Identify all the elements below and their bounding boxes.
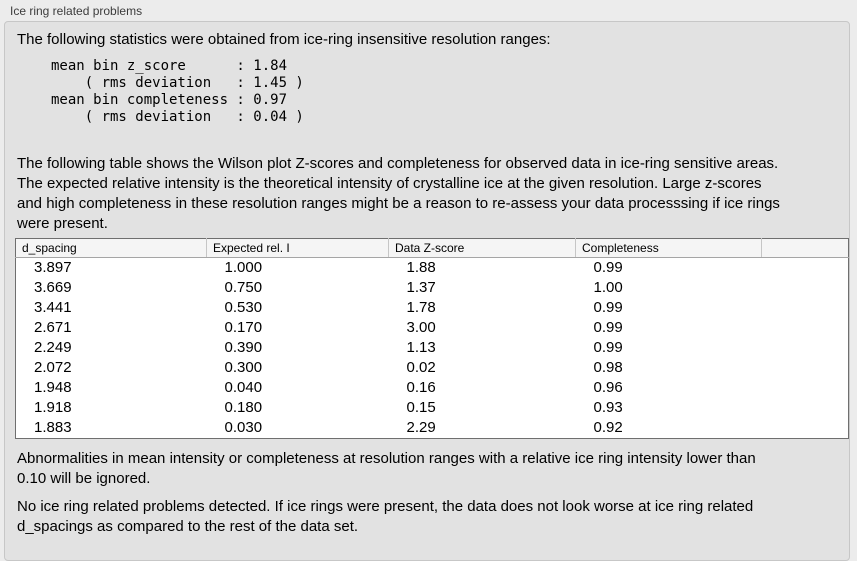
cell-expected-rel-i: 0.530 [224,299,263,316]
cell-completeness: 0.96 [593,379,623,396]
cell-completeness: 0.99 [593,299,623,316]
cell-expected-rel-i: 0.750 [224,279,263,296]
column-header-d-spacing: d_spacing [15,238,207,258]
cell-expected-rel-i: 0.300 [224,359,263,376]
cell-d-spacing: 2.072 [34,359,72,376]
ice-ring-table: d_spacing Expected rel. I Data Z-score C… [15,238,849,439]
table-description-text: The following table shows the Wilson plo… [17,155,780,232]
cell-completeness: 0.99 [593,339,623,356]
stats-intro-text: The following statistics were obtained f… [17,31,551,48]
cell-data-z-score: 1.78 [406,299,436,316]
cell-expected-rel-i: 0.390 [224,339,263,356]
cell-spacer [762,418,849,439]
cell-data-z-score: 3.00 [406,319,436,336]
cell-data-z-score: 0.15 [406,399,436,416]
stats-block: mean bin z_score : 1.84 ( rms deviation … [51,58,304,125]
panel-title: Ice ring related problems [10,4,143,18]
cell-spacer [762,258,849,279]
table-row[interactable]: 3.441 0.530 1.78 0.99 [16,298,849,318]
cell-d-spacing: 1.918 [34,399,72,416]
table-row[interactable]: 3.897 1.000 1.88 0.99 [16,258,849,279]
conclusion-note: No ice ring related problems detected. I… [17,498,754,535]
cell-d-spacing: 3.897 [34,259,72,276]
cell-spacer [762,278,849,298]
cell-data-z-score: 1.13 [406,339,436,356]
cell-d-spacing: 1.883 [34,419,72,436]
table-row[interactable]: 1.883 0.030 2.29 0.92 [16,418,849,439]
ignore-threshold-note: Abnormalities in mean intensity or compl… [17,450,756,487]
column-header-spacer [761,238,849,258]
cell-expected-rel-i: 0.180 [224,399,263,416]
cell-expected-rel-i: 0.170 [224,319,263,336]
cell-data-z-score: 0.16 [406,379,436,396]
cell-spacer [762,338,849,358]
cell-spacer [762,298,849,318]
cell-spacer [762,318,849,338]
cell-data-z-score: 2.29 [406,419,436,436]
cell-d-spacing: 2.671 [34,319,72,336]
cell-completeness: 1.00 [593,279,623,296]
cell-d-spacing: 1.948 [34,379,72,396]
ice-ring-group-box: The following statistics were obtained f… [4,21,850,561]
cell-completeness: 0.93 [593,399,623,416]
cell-d-spacing: 3.441 [34,299,72,316]
cell-d-spacing: 3.669 [34,279,72,296]
column-header-expected-rel-i: Expected rel. I [206,238,389,258]
cell-data-z-score: 0.02 [406,359,436,376]
cell-data-z-score: 1.88 [406,259,436,276]
cell-spacer [762,358,849,378]
cell-completeness: 0.99 [593,259,623,276]
cell-spacer [762,398,849,418]
table-row[interactable]: 2.072 0.300 0.02 0.98 [16,358,849,378]
cell-expected-rel-i: 1.000 [224,259,263,276]
table-row[interactable]: 1.918 0.180 0.15 0.93 [16,398,849,418]
cell-expected-rel-i: 0.040 [224,379,263,396]
table-header-row: d_spacing Expected rel. I Data Z-score C… [15,238,849,258]
cell-completeness: 0.98 [593,359,623,376]
cell-completeness: 0.92 [593,419,623,436]
table-row[interactable]: 2.671 0.170 3.00 0.99 [16,318,849,338]
cell-completeness: 0.99 [593,319,623,336]
cell-expected-rel-i: 0.030 [224,419,263,436]
table-row[interactable]: 1.948 0.040 0.16 0.96 [16,378,849,398]
cell-d-spacing: 2.249 [34,339,72,356]
cell-data-z-score: 1.37 [406,279,436,296]
column-header-data-z-score: Data Z-score [388,238,576,258]
column-header-completeness: Completeness [575,238,762,258]
table-row[interactable]: 2.249 0.390 1.13 0.99 [16,338,849,358]
table-row[interactable]: 3.669 0.750 1.37 1.00 [16,278,849,298]
cell-spacer [762,378,849,398]
